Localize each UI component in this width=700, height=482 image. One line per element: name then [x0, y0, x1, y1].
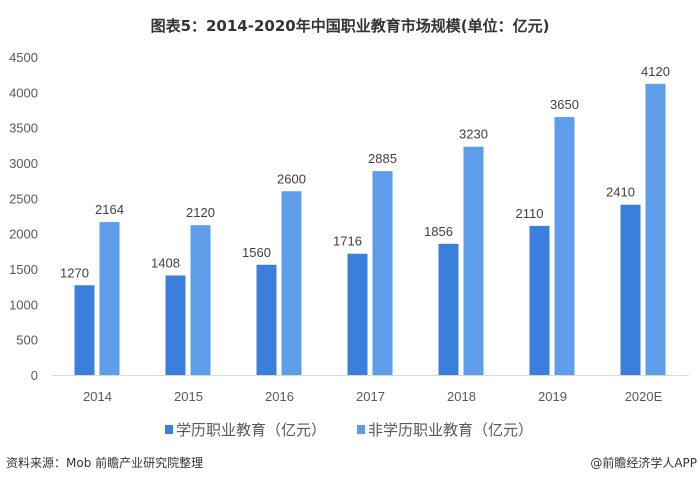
y-tick-label: 3000 [9, 156, 38, 171]
data-label: 1716 [333, 234, 362, 249]
y-tick-label: 0 [31, 368, 38, 383]
bar-series-1 [99, 222, 120, 375]
x-axis: 2014 2015 2016 2017 2018 2019 2020E [52, 375, 689, 404]
bar-series-0 [438, 243, 459, 375]
bar-series-1 [372, 171, 393, 375]
data-label: 2600 [277, 171, 306, 186]
source-note: 资料来源：Mob 前瞻产业研究院整理 [6, 455, 203, 470]
legend-swatch-series-0 [165, 425, 173, 434]
y-tick-label: 1500 [9, 262, 38, 277]
y-tick-label: 4500 [9, 50, 38, 65]
y-tick-label: 2500 [9, 191, 38, 206]
y-tick-label: 1000 [9, 297, 38, 312]
bar-series-1 [645, 83, 666, 375]
chart-title: 图表5：2014-2020年中国职业教育市场规模(单位：亿元) [151, 17, 550, 35]
data-label: 1856 [424, 224, 453, 239]
data-label: 1560 [242, 245, 271, 260]
data-label: 2110 [516, 206, 544, 221]
bar-series-0 [620, 204, 641, 375]
bar-series-0 [347, 253, 368, 375]
data-label: 2885 [368, 151, 397, 166]
x-tick-label: 2015 [174, 389, 203, 404]
x-tick-label: 2018 [447, 389, 476, 404]
y-tick-label: 3500 [9, 121, 38, 136]
data-label: 2410 [606, 185, 635, 200]
y-tick-label: 4000 [9, 85, 38, 100]
data-label: 4120 [641, 64, 670, 79]
x-tick-label: 2019 [538, 389, 567, 404]
data-label: 2120 [186, 205, 215, 220]
legend-label-series-0: 学历职业教育（亿元） [176, 421, 326, 439]
bar-series-0 [529, 225, 550, 375]
bar-series-1 [281, 191, 302, 375]
x-tick-label: 2014 [83, 389, 112, 404]
credit-note: @前瞻经济学人APP [590, 455, 697, 470]
bar-series-0 [74, 285, 95, 375]
data-label: 2164 [95, 202, 124, 217]
legend: 学历职业教育（亿元） 非学历职业教育（亿元） [165, 421, 533, 439]
y-tick-label: 500 [16, 333, 38, 348]
bar-series-0 [165, 275, 186, 375]
data-label: 3230 [459, 127, 488, 142]
bar-series-1 [190, 225, 211, 375]
bars: 1270 2164 1408 2120 1560 2600 1716 2885 1856 3230… [60, 64, 670, 376]
data-label: 3650 [550, 97, 579, 112]
y-tick-label: 2000 [9, 227, 38, 242]
legend-swatch-series-1 [357, 425, 365, 434]
y-axis: 0 500 1000 1500 2000 2500 3000 3500 4000 4500 [9, 50, 38, 383]
bar-series-1 [463, 146, 484, 375]
data-label: 1408 [151, 256, 180, 271]
data-label: 1270 [60, 265, 89, 280]
x-tick-label: 2017 [356, 389, 385, 404]
legend-label-series-1: 非学历职业教育（亿元） [368, 421, 533, 439]
x-tick-label: 2016 [265, 389, 294, 404]
bar-series-0 [256, 264, 277, 375]
x-tick-label: 2020E [625, 389, 663, 404]
bar-series-1 [554, 117, 575, 376]
